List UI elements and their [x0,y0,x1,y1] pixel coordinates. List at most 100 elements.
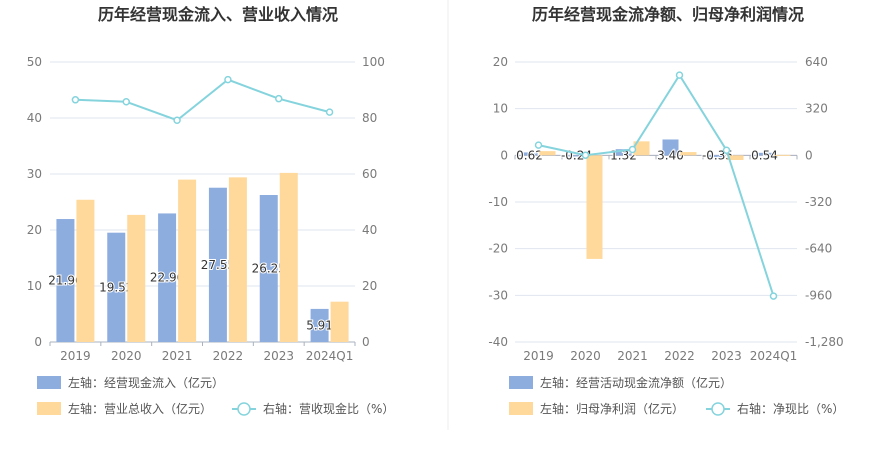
bar-data-label: 21.96 [48,274,82,288]
line-point [722,146,731,154]
x-axis-tick-label: 2021 [162,349,193,363]
bar-orange [539,151,556,156]
line-point [769,292,778,300]
legend-label: 右轴：营收现金比（%） [263,401,394,416]
right-axis-tick-label: 40 [362,223,377,237]
line-point [224,75,232,84]
bar-orange [727,155,744,160]
legend-swatch [37,376,61,389]
right-axis-tick-label: -1,280 [805,335,844,349]
chart-panel-1: 历年经营现金流入、营业收入情况 0 10 20 30 40 50 0 20 40 60 80 100 20… [27,5,395,416]
bar-data-label: 27.55 [201,258,235,272]
line-series [75,78,330,122]
left-axis-tick-label: 0 [34,335,42,349]
right-axis-tick-label: -320 [805,195,832,209]
bar-orange [330,301,349,342]
legend-label: 左轴：归母净利润（亿元） [540,401,684,416]
line-point [675,71,684,79]
legend-swatch-marker [237,402,251,416]
line-point [71,96,80,104]
left-axis-tick-label: 10 [493,102,508,116]
bar-blue [259,195,278,342]
line-point [581,151,590,159]
right-axis-tick-label: 60 [362,167,377,181]
bar-blue [568,155,585,157]
right-axis-tick-label: 20 [362,279,377,293]
line-point [325,108,334,116]
x-axis-tick-label: 2019 [523,349,554,363]
bar-blue [615,149,632,156]
x-axis-tick-label: 2020 [111,349,142,363]
bar-blue [158,213,177,342]
bar-blue [107,232,126,342]
bar-data-label: 0.62 [516,148,543,162]
line-series [538,73,775,297]
left-axis-tick-label: -30 [488,288,508,302]
x-axis-tick-label: 2022 [664,349,695,363]
chart-title: 历年经营现金流入、营业收入情况 [98,5,338,24]
bar-blue [208,187,227,342]
bar-orange [586,155,603,259]
left-axis-tick-label: 10 [27,279,42,293]
legend-swatch [509,402,533,415]
left-axis-tick-label: 20 [27,223,42,237]
bar-blue [310,308,329,342]
line-point [173,116,181,124]
left-axis-tick-label: 20 [493,55,508,69]
bar-data-label: 26.25 [252,262,286,276]
bar-orange [633,141,650,156]
legend-label: 左轴：经营活动现金流净额（亿元） [540,375,732,390]
right-axis-tick-label: 640 [805,55,828,69]
legend-swatch [509,376,533,389]
legend-label: 左轴：营业总收入（亿元） [68,401,212,416]
right-axis-tick-label: 0 [805,148,813,162]
bar-data-label: 3.40 [657,148,684,162]
legend-label: 右轴：净现比（%） [737,401,844,416]
right-axis-tick-label: 320 [805,102,828,116]
bar-data-label: 0.54 [751,148,778,162]
legend-swatch-marker [711,402,725,416]
bar-data-label: 5.91 [306,318,333,332]
bar-orange [178,179,197,342]
bar-orange [127,214,146,342]
bar-blue [756,152,773,156]
bar-blue [709,155,726,157]
x-axis-tick-label: 2024Q1 [750,349,798,363]
left-axis-tick-label: 40 [27,111,42,125]
chart-panel-2: 历年经营现金流净额、归母净利润情况 -40 -30 -20 -10 0 10 20 -1,280… [488,5,844,416]
right-axis-tick-label: 80 [362,111,377,125]
bar-data-label: 22.96 [150,271,184,285]
right-axis-tick-label: -640 [805,242,832,256]
legend-swatch [37,402,61,415]
x-axis-tick-label: 2023 [711,349,742,363]
x-axis-tick-label: 2021 [617,349,648,363]
left-axis-tick-label: 50 [27,55,42,69]
bar-orange [228,177,247,342]
line-point [275,94,283,103]
left-axis-tick-label: 0 [500,148,508,162]
bar-blue [521,152,538,156]
bar-data-label: 19.52 [99,280,133,294]
legend-label: 左轴：经营现金流入（亿元） [68,375,224,390]
left-axis-tick-label: -10 [488,195,508,209]
left-axis-tick-label: -40 [488,335,508,349]
line-point [628,145,637,154]
x-axis-tick-label: 2022 [213,349,244,363]
right-axis-tick-label: -960 [805,288,832,302]
x-axis-tick-label: 2024Q1 [306,349,354,363]
chart-title: 历年经营现金流净额、归母净利润情况 [532,5,804,24]
bar-blue [662,139,679,156]
x-axis-tick-label: 2023 [263,349,294,363]
right-axis-tick-label: 100 [362,55,385,69]
left-axis-tick-label: 30 [27,167,42,181]
left-axis-tick-label: -20 [488,242,508,256]
x-axis-tick-label: 2019 [60,349,91,363]
right-axis-tick-label: 0 [362,335,370,349]
line-point [534,141,543,149]
bar-orange [279,172,298,342]
bar-blue [56,219,75,342]
line-point [122,98,130,106]
bar-orange [76,199,95,342]
